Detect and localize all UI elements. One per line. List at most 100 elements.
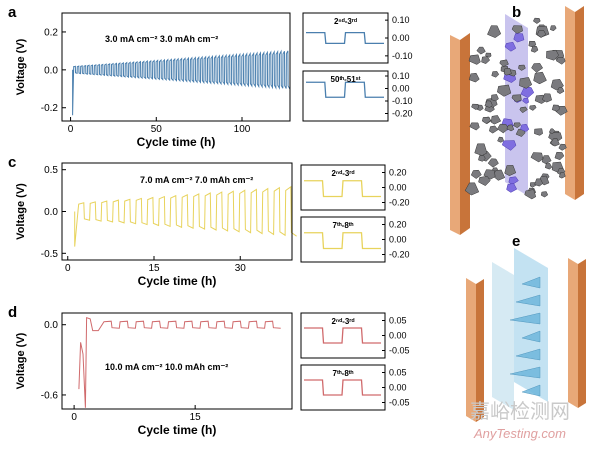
- deposit-particle: [503, 68, 512, 76]
- panel-letter: d: [8, 304, 17, 321]
- y-tick-label: -0.20: [389, 250, 410, 260]
- inset-label: 7ᵗʰ-8ᵗʰ: [333, 221, 354, 230]
- y-tick-label: -0.2: [41, 103, 59, 114]
- y-tick-label: 0.2: [44, 27, 58, 38]
- deposit-particle: [485, 52, 492, 58]
- y-axis-label: Voltage (V): [15, 38, 27, 95]
- deposit-particle: [481, 56, 491, 64]
- electrode-right: [568, 258, 578, 408]
- deposit-particle: [478, 155, 486, 162]
- dendrite-particle: [506, 183, 518, 193]
- deposit-particle: [471, 103, 480, 110]
- series-line: [306, 81, 384, 98]
- interlayer-right: [514, 248, 548, 402]
- watermark-url: AnyTesting.com: [473, 426, 566, 441]
- y-tick-label: 0.00: [389, 235, 407, 245]
- deposit-particle: [540, 191, 549, 198]
- electrode-left: [450, 35, 460, 235]
- deposit-particle: [474, 143, 488, 156]
- dendrite-fin: [521, 276, 541, 289]
- dendrite-particle: [504, 41, 517, 52]
- deposit-particle: [541, 93, 552, 103]
- y-tick-label: 0.0: [44, 320, 58, 331]
- deposit-particle: [513, 122, 521, 129]
- x-tick-label: 0: [71, 412, 77, 423]
- deposit-particle: [481, 116, 492, 125]
- deposit-particle: [555, 56, 566, 65]
- deposit-particle: [550, 138, 560, 147]
- deposit-particle: [476, 46, 486, 55]
- y-tick-label: 0.05: [389, 316, 407, 326]
- deposit-particle: [499, 59, 509, 68]
- schematic-e: e: [466, 233, 586, 422]
- deposit-particle: [533, 71, 547, 85]
- y-tick-label: 0.10: [392, 71, 410, 81]
- x-axis-label: Cycle time (h): [137, 135, 216, 149]
- y-tick-label: -0.5: [41, 249, 59, 260]
- deposit-particle: [497, 123, 509, 134]
- y-tick-label: 0.20: [389, 168, 407, 178]
- y-tick-label: 0.00: [392, 33, 410, 43]
- dendrite-fin: [515, 294, 541, 307]
- electrode-left-face: [460, 33, 470, 235]
- y-tick-label: 0.00: [392, 84, 410, 94]
- inset-label: 50ᵗʰ-51ˢᵗ: [331, 75, 361, 84]
- deposit-particle: [484, 100, 493, 108]
- deposit-particle: [524, 189, 537, 200]
- deposit-particle: [554, 151, 565, 161]
- x-tick-label: 0: [68, 124, 74, 135]
- y-tick-label: -0.20: [389, 198, 410, 208]
- x-tick-label: 30: [235, 263, 247, 274]
- deposit-particle: [531, 63, 544, 73]
- series-line: [304, 379, 381, 396]
- deposit-particle: [487, 158, 499, 168]
- deposit-particle: [534, 178, 544, 187]
- y-tick-label: -0.05: [389, 346, 410, 356]
- panel-letter-b: b: [512, 4, 521, 21]
- charts-layer: 0 50 100 -0.2 0.0 0.2 Cycle time (h) Voltage (V…: [8, 4, 413, 437]
- rate-annotation: 7.0 mA cm⁻² 7.0 mAh cm⁻²: [140, 175, 253, 185]
- deposit-particle: [491, 71, 500, 78]
- series-line: [74, 185, 297, 247]
- deposit-particle: [464, 182, 480, 196]
- dendrite-fin: [521, 330, 541, 343]
- deposit-particle: [506, 124, 515, 132]
- deposit-particle: [519, 106, 528, 114]
- y-tick-label: 0.10: [392, 15, 410, 25]
- deposit-particle: [490, 115, 502, 125]
- electrode-right: [565, 6, 575, 200]
- y-tick-label: 0.5: [44, 165, 58, 176]
- dendrite-particle: [520, 86, 535, 98]
- deposit-particle: [544, 163, 553, 170]
- deposit-particle: [548, 128, 556, 134]
- panel-letter: c: [8, 154, 16, 171]
- deposit-particle: [491, 94, 499, 102]
- y-tick-label: 0.00: [389, 331, 407, 341]
- x-tick-label: 15: [148, 263, 160, 274]
- dendrite-fin: [509, 312, 541, 325]
- x-axis-label: Cycle time (h): [138, 423, 217, 437]
- deposit-particle: [558, 143, 567, 151]
- y-tick-label: 0.20: [389, 220, 407, 230]
- deposit-particle: [541, 155, 552, 165]
- deposit-particle: [469, 122, 480, 131]
- series-line: [304, 327, 381, 344]
- deposit-particle: [556, 87, 565, 94]
- deposit-particle: [546, 49, 560, 61]
- deposit-particle: [504, 165, 517, 176]
- series-line: [78, 317, 281, 408]
- rate-annotation: 3.0 mA cm⁻² 3.0 mAh cm⁻²: [105, 34, 218, 44]
- deposit-particle: [551, 104, 560, 112]
- rate-annotation: 10.0 mA cm⁻² 10.0 mAh cm⁻²: [105, 362, 228, 372]
- dendrite-fin: [515, 348, 541, 361]
- deposit-particle: [497, 136, 504, 143]
- x-tick-label: 15: [190, 412, 202, 423]
- deposit-particle: [519, 77, 533, 89]
- y-axis-label: Voltage (V): [15, 332, 27, 389]
- deposit-particle: [487, 25, 502, 38]
- electrode-left: [466, 278, 476, 422]
- inset-frame: [302, 70, 389, 122]
- x-tick-label: 50: [151, 124, 163, 135]
- deposit-particle: [468, 54, 481, 65]
- deposit-particle: [534, 128, 543, 136]
